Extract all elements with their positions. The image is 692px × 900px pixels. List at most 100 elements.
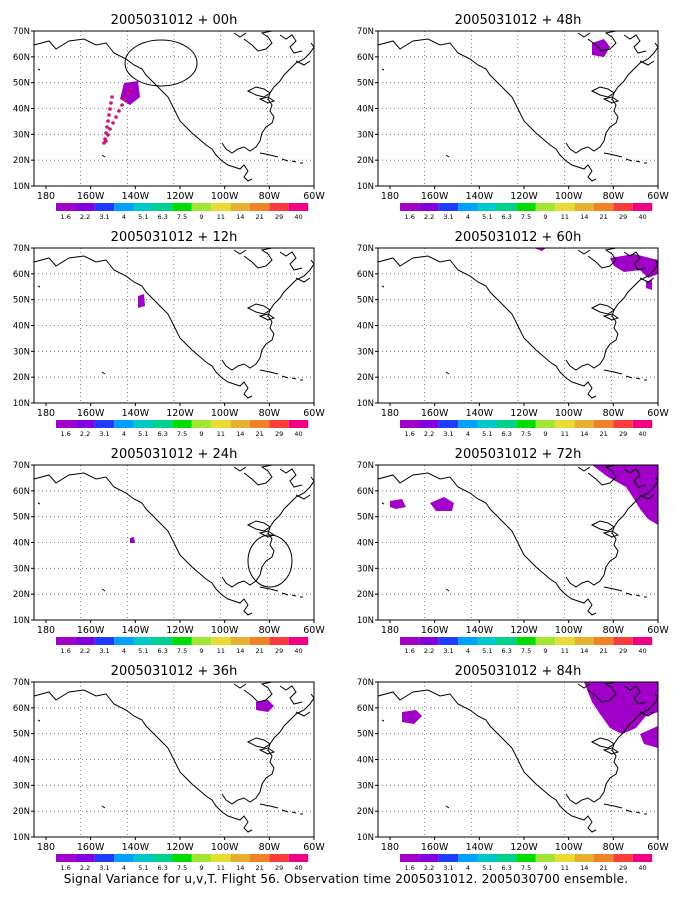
map-panel: 2005031012 + 12h 70N 60N 50N 40N 30N 20N 10N 180… [13, 230, 326, 438]
x-tick-label: 160W [421, 842, 449, 853]
colorbar-swatch [477, 637, 497, 645]
signal-region [390, 499, 406, 509]
observation-point [126, 91, 130, 95]
y-tick-label: 10N [13, 182, 30, 192]
map-panel: 2005031012 + 48h 70N 60N 50N 40N 30N 20N 10N 180… [357, 13, 670, 221]
map-content [377, 464, 659, 616]
x-tick-label: 100W [211, 842, 239, 853]
observation-point [129, 87, 133, 91]
colorbar-label: 4 [122, 213, 126, 221]
y-tick-label: 20N [357, 373, 374, 383]
colorbar-swatch [269, 854, 289, 862]
y-tick-label: 40N [357, 756, 374, 766]
x-tick-label: 80W [259, 625, 281, 636]
x-tick-label: 120W [166, 842, 194, 853]
colorbar-label: 7.5 [521, 213, 531, 221]
colorbar-swatch [75, 203, 95, 211]
observation-point [108, 127, 112, 131]
colorbar-label: 14 [580, 213, 588, 221]
colorbar-label: 4 [466, 864, 470, 872]
colorbar-swatch [419, 854, 439, 862]
colorbar-swatch [632, 637, 653, 645]
y-tick-label: 30N [13, 564, 30, 574]
y-tick-label: 30N [357, 130, 374, 140]
map-content [33, 681, 315, 833]
colorbar-label: 40 [638, 647, 646, 655]
colorbar-label: 5.1 [138, 213, 148, 221]
y-tick-label: 70N [13, 244, 30, 254]
colorbar-label: 5.1 [138, 647, 148, 655]
x-tick-label: 120W [166, 625, 194, 636]
colorbar-label: 5.1 [482, 864, 492, 872]
colorbar-label: 21 [256, 430, 264, 438]
colorbar-label: 40 [638, 213, 646, 221]
x-tick-label: 100W [211, 408, 239, 419]
colorbar: 1.6 2.2 3.1 4 5.1 6.3 7.5 9 11 14 21 29 40 [400, 420, 653, 438]
colorbar-swatch [153, 854, 173, 862]
signal-region [584, 682, 658, 734]
colorbar-swatch [133, 637, 153, 645]
y-tick-label: 50N [357, 513, 374, 523]
colorbar-swatch [594, 203, 614, 211]
colorbar-swatch [56, 854, 76, 862]
colorbar-label: 29 [275, 864, 283, 872]
observation-point [120, 103, 124, 107]
y-tick-label: 20N [357, 590, 374, 600]
colorbar-label: 3.1 [99, 213, 109, 221]
colorbar-label: 6.3 [502, 213, 512, 221]
colorbar-swatch [477, 203, 497, 211]
colorbar-swatch [75, 854, 95, 862]
y-tick-label: 10N [13, 399, 30, 409]
observation-point [109, 101, 113, 105]
colorbar-label: 11 [561, 430, 569, 438]
observation-point [106, 119, 110, 123]
signal-region [610, 254, 658, 278]
y-tick-label: 50N [13, 296, 30, 306]
observation-point [110, 95, 114, 99]
colorbar-label: 4 [466, 213, 470, 221]
colorbar-label: 11 [561, 647, 569, 655]
colorbar: 1.6 2.2 3.1 4 5.1 6.3 7.5 9 11 14 21 29 40 [56, 203, 309, 221]
x-tick-label: 100W [555, 842, 583, 853]
coastline [33, 464, 315, 616]
panel-title: 2005031012 + 72h [455, 447, 582, 462]
colorbar-swatch [400, 203, 420, 211]
colorbar-label: 9 [199, 213, 203, 221]
colorbar-label: 3.1 [99, 430, 109, 438]
colorbar-label: 5.1 [482, 647, 492, 655]
x-tick-label: 160W [421, 191, 449, 202]
colorbar-label: 29 [619, 647, 627, 655]
colorbar-label: 9 [543, 213, 547, 221]
colorbar-label: 1.6 [61, 430, 71, 438]
y-tick-label: 70N [13, 27, 30, 37]
signal-region [640, 726, 658, 748]
colorbar-label: 6.3 [502, 430, 512, 438]
x-tick-label: 180 [381, 625, 399, 636]
observation-point [114, 115, 118, 119]
colorbar-label: 4 [466, 430, 470, 438]
y-tick-label: 20N [357, 807, 374, 817]
colorbar-swatch [114, 203, 134, 211]
colorbar-swatch [516, 637, 536, 645]
colorbar-swatch [133, 420, 153, 428]
colorbar-swatch [613, 420, 633, 428]
colorbar-label: 2.2 [424, 864, 434, 872]
colorbar-swatch [535, 203, 556, 211]
x-tick-label: 160W [77, 842, 105, 853]
colorbar-label: 2.2 [80, 647, 90, 655]
colorbar-label: 2.2 [80, 864, 90, 872]
x-tick-label: 180 [381, 842, 399, 853]
colorbar-swatch [114, 854, 134, 862]
y-tick-label: 60N [357, 53, 374, 63]
colorbar-label: 14 [236, 430, 244, 438]
colorbar-swatch [535, 637, 556, 645]
colorbar-swatch [114, 637, 134, 645]
y-tick-label: 50N [13, 730, 30, 740]
colorbar-swatch [632, 854, 653, 862]
colorbar-swatch [172, 854, 192, 862]
colorbar-label: 11 [217, 864, 225, 872]
colorbar-label: 9 [543, 647, 547, 655]
x-tick-label: 60W [647, 842, 669, 853]
colorbar-swatch [400, 854, 420, 862]
colorbar-label: 7.5 [177, 430, 187, 438]
